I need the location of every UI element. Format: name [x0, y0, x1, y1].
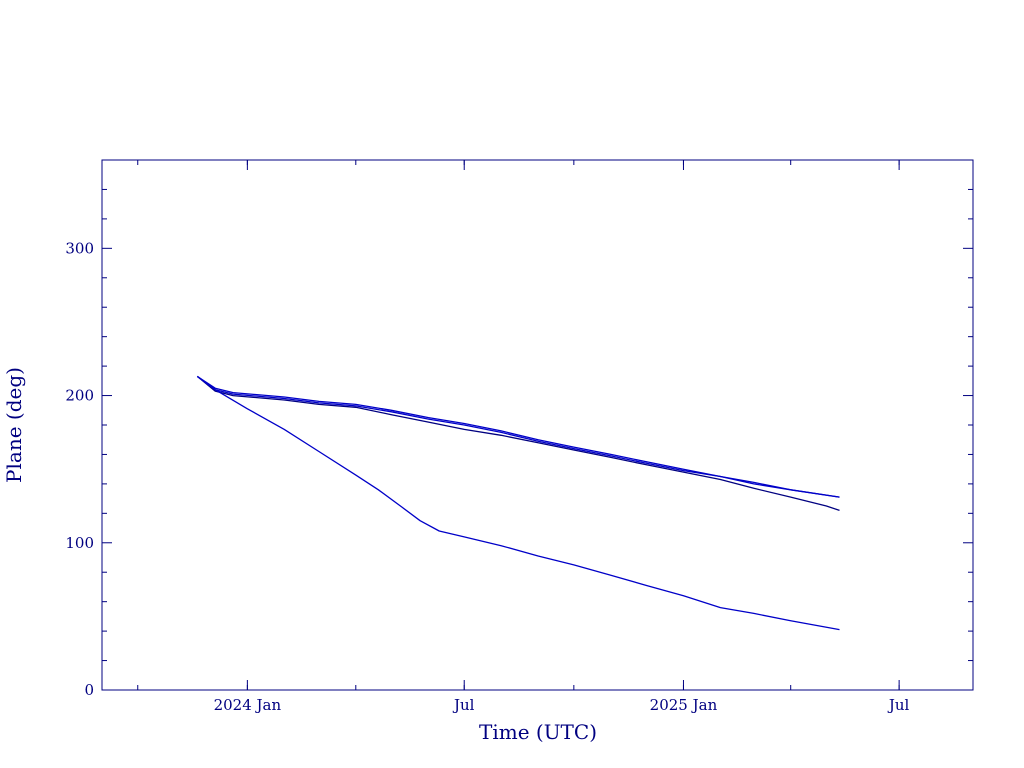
x-tick-label: Jul: [452, 696, 475, 714]
plot-frame: [101, 159, 974, 691]
y-tick-label: 100: [65, 534, 94, 552]
minor-ticks: [102, 159, 973, 690]
y-axis-title: Plane (deg): [2, 367, 26, 483]
y-tick-label: 300: [65, 239, 94, 257]
x-tick-label: Jul: [887, 696, 910, 714]
y-tick-label: 0: [84, 681, 94, 699]
x-tick-label: 2024 Jan: [214, 696, 282, 714]
x-tick-labels: 2024 Jan Jul 2025 Jan Jul: [214, 696, 910, 714]
series-line-4: [196, 375, 840, 631]
series-line-2: [196, 375, 840, 498]
series-line-3: [196, 375, 840, 498]
x-tick-label: 2025 Jan: [650, 696, 718, 714]
series-line-1: [196, 375, 840, 512]
y-tick-labels: 0 100 200 300: [65, 239, 94, 699]
major-ticks: [102, 160, 973, 691]
y-tick-label: 200: [65, 387, 94, 405]
x-axis-title: Time (UTC): [479, 720, 597, 744]
series-lines: [196, 375, 840, 631]
